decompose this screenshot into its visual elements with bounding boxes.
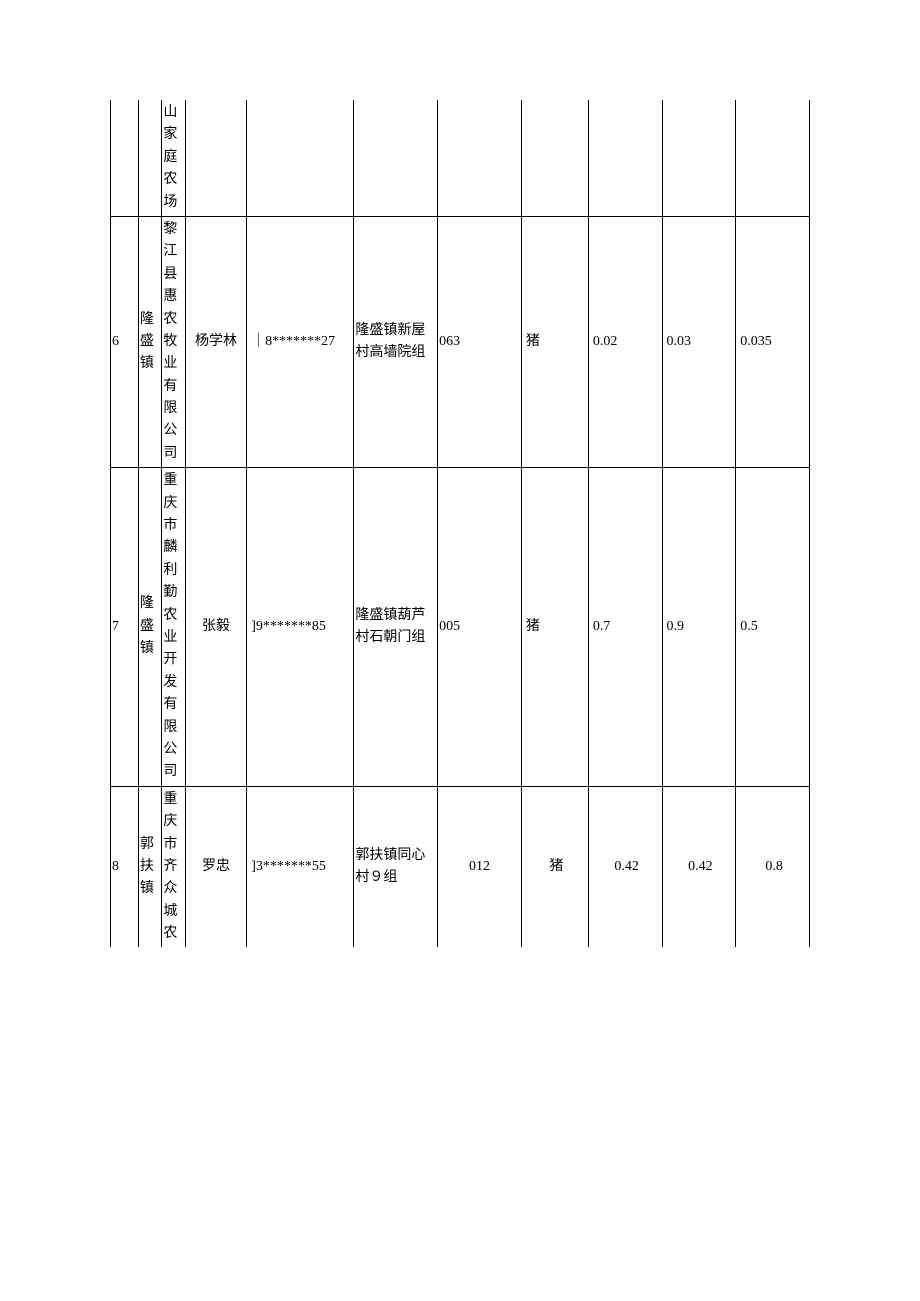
cell-town: 郭扶镇 — [138, 786, 161, 947]
cell-phone: ]3*******55 — [247, 786, 354, 947]
cell-kind: 猪 — [521, 786, 588, 947]
cell-v2: 0.03 — [662, 216, 736, 467]
cell-phone: ｜8*******27 — [247, 216, 354, 467]
cell-v3: 0.035 — [736, 216, 810, 467]
cell-code: 063 — [438, 216, 522, 467]
cell-v2: 0.9 — [662, 468, 736, 786]
cell-addr: 隆盛镇葫芦村石朝门组 — [354, 468, 438, 786]
cell-company: 山家庭农场 — [162, 100, 185, 216]
table-row: 8 郭扶镇 重庆市齐众城农 罗忠 ]3*******55 郭扶镇同心村９组 01… — [111, 786, 810, 947]
cell-v1 — [588, 100, 662, 216]
cell-addr — [354, 100, 438, 216]
cell-company: 黎江县惠农牧业有限公司 — [162, 216, 185, 467]
data-table: 山家庭农场 6 隆盛镇 黎江县惠农牧业有限公司 杨学林 ｜8*******27 … — [110, 100, 810, 947]
cell-v3: 0.8 — [736, 786, 810, 947]
page: 山家庭农场 6 隆盛镇 黎江县惠农牧业有限公司 杨学林 ｜8*******27 … — [0, 0, 920, 987]
cell-code: 012 — [438, 786, 522, 947]
table-row: 7 隆盛镇 重庆市麟利勤农业开发有限公司 张毅 ]9*******85 隆盛镇葫… — [111, 468, 810, 786]
cell-company: 重庆市齐众城农 — [162, 786, 185, 947]
cell-name: 杨学林 — [185, 216, 246, 467]
cell-idx: 6 — [111, 216, 139, 467]
cell-name — [185, 100, 246, 216]
cell-idx: 8 — [111, 786, 139, 947]
cell-kind: 猪 — [521, 468, 588, 786]
cell-addr: 隆盛镇新屋村高墙院组 — [354, 216, 438, 467]
cell-town: 隆盛镇 — [138, 468, 161, 786]
cell-code: 005 — [438, 468, 522, 786]
cell-phone: ]9*******85 — [247, 468, 354, 786]
cell-phone — [247, 100, 354, 216]
cell-addr: 郭扶镇同心村９组 — [354, 786, 438, 947]
cell-v1: 0.42 — [588, 786, 662, 947]
cell-v1: 0.02 — [588, 216, 662, 467]
cell-name: 张毅 — [185, 468, 246, 786]
cell-v3: 0.5 — [736, 468, 810, 786]
cell-v2 — [662, 100, 736, 216]
cell-kind — [521, 100, 588, 216]
table-row: 6 隆盛镇 黎江县惠农牧业有限公司 杨学林 ｜8*******27 隆盛镇新屋村… — [111, 216, 810, 467]
cell-v2: 0.42 — [662, 786, 736, 947]
cell-idx: 7 — [111, 468, 139, 786]
cell-code — [438, 100, 522, 216]
cell-company: 重庆市麟利勤农业开发有限公司 — [162, 468, 185, 786]
cell-town: 隆盛镇 — [138, 216, 161, 467]
cell-name: 罗忠 — [185, 786, 246, 947]
cell-town — [138, 100, 161, 216]
table-row: 山家庭农场 — [111, 100, 810, 216]
cell-idx — [111, 100, 139, 216]
cell-kind: 猪 — [521, 216, 588, 467]
cell-v1: 0.7 — [588, 468, 662, 786]
cell-v3 — [736, 100, 810, 216]
